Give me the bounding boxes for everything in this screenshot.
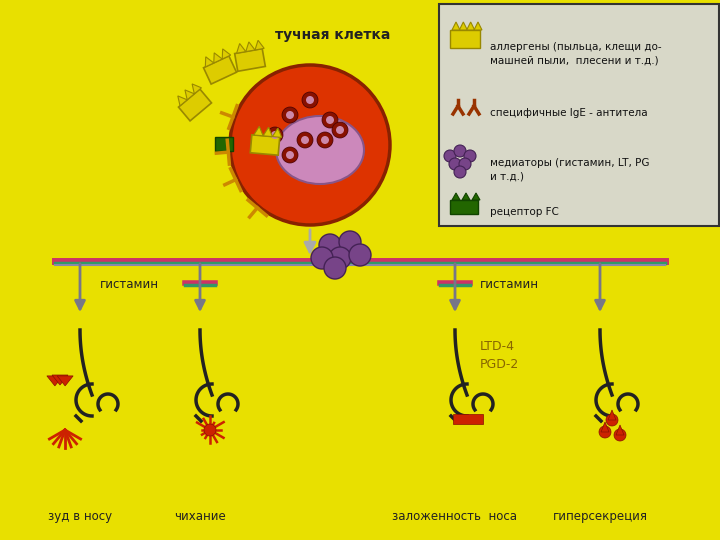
Polygon shape — [179, 89, 212, 121]
Polygon shape — [246, 42, 255, 52]
Circle shape — [282, 107, 298, 123]
Text: зуд в носу: зуд в носу — [48, 510, 112, 523]
Circle shape — [297, 132, 313, 148]
Polygon shape — [251, 135, 280, 155]
Polygon shape — [205, 57, 214, 67]
Text: гистамин: гистамин — [100, 278, 159, 291]
Polygon shape — [192, 84, 202, 94]
Polygon shape — [472, 193, 480, 200]
Circle shape — [614, 429, 626, 441]
Polygon shape — [452, 22, 460, 30]
FancyBboxPatch shape — [439, 4, 719, 226]
Circle shape — [349, 244, 371, 266]
Polygon shape — [178, 96, 187, 106]
Ellipse shape — [276, 116, 364, 184]
Polygon shape — [272, 128, 282, 137]
Text: LTD-4
PGD-2: LTD-4 PGD-2 — [480, 340, 519, 371]
Circle shape — [339, 231, 361, 253]
Circle shape — [336, 126, 344, 134]
Circle shape — [301, 136, 309, 144]
Text: медиаторы (гистамин, LT, PG
и т.д.): медиаторы (гистамин, LT, PG и т.д.) — [490, 158, 649, 181]
Circle shape — [319, 234, 341, 256]
Polygon shape — [235, 49, 266, 71]
Bar — [450, 200, 478, 214]
Polygon shape — [255, 40, 264, 50]
Circle shape — [311, 247, 333, 269]
Polygon shape — [452, 193, 460, 200]
Polygon shape — [263, 127, 272, 137]
Polygon shape — [47, 376, 63, 386]
Circle shape — [464, 150, 476, 162]
Text: гистамин: гистамин — [480, 278, 539, 291]
Bar — [453, 414, 483, 424]
Circle shape — [282, 147, 298, 163]
Bar — [450, 30, 480, 48]
Circle shape — [271, 131, 279, 139]
Circle shape — [599, 426, 611, 438]
Circle shape — [324, 257, 346, 279]
Circle shape — [449, 158, 461, 170]
Circle shape — [454, 166, 466, 178]
Polygon shape — [474, 22, 482, 30]
Polygon shape — [52, 375, 68, 385]
Text: гиперсекреция: гиперсекреция — [552, 510, 647, 523]
Circle shape — [302, 92, 318, 108]
Polygon shape — [57, 376, 73, 386]
Polygon shape — [204, 56, 236, 84]
Polygon shape — [254, 126, 263, 136]
Circle shape — [306, 96, 314, 104]
Circle shape — [317, 132, 333, 148]
Polygon shape — [214, 53, 222, 63]
Circle shape — [444, 150, 456, 162]
Bar — [215, 137, 233, 151]
Polygon shape — [185, 90, 194, 100]
Circle shape — [332, 122, 348, 138]
Circle shape — [286, 151, 294, 159]
Text: специфичные IgE - антитела: специфичные IgE - антитела — [490, 108, 647, 118]
Text: аллергены (пыльца, клещи до-
машней пыли,  плесени и т.д.): аллергены (пыльца, клещи до- машней пыли… — [490, 42, 662, 65]
Circle shape — [286, 111, 294, 119]
Circle shape — [459, 158, 471, 170]
Polygon shape — [237, 44, 246, 53]
Text: чихание: чихание — [174, 510, 226, 523]
Polygon shape — [616, 425, 624, 435]
Circle shape — [322, 112, 338, 128]
Text: заложенность  носа: заложенность носа — [392, 510, 518, 523]
Polygon shape — [467, 22, 474, 30]
Circle shape — [454, 145, 466, 157]
Circle shape — [204, 424, 216, 436]
Polygon shape — [462, 193, 470, 200]
Circle shape — [230, 65, 390, 225]
Polygon shape — [459, 22, 467, 30]
Polygon shape — [601, 422, 609, 432]
Circle shape — [326, 116, 334, 124]
Circle shape — [321, 136, 329, 144]
Circle shape — [267, 127, 283, 143]
Text: тучная клетка: тучная клетка — [274, 28, 390, 42]
Text: рецептор FC: рецептор FC — [490, 207, 559, 217]
Polygon shape — [608, 410, 616, 420]
Circle shape — [329, 247, 351, 269]
Polygon shape — [222, 49, 230, 59]
Circle shape — [606, 414, 618, 426]
